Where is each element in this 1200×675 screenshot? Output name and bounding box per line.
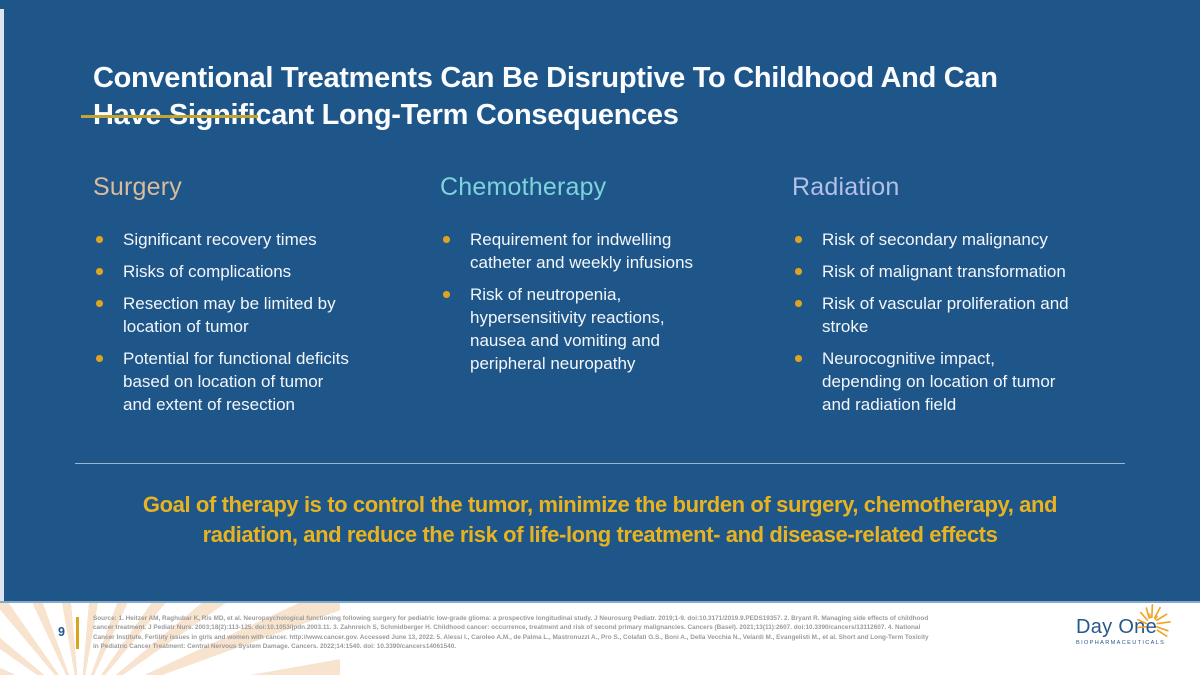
bullet-text: Risk of neutropenia, hypersensitivity re…	[470, 285, 665, 373]
bullet-item: Risks of complications	[93, 260, 413, 283]
source-citation: Source: 1. Heitzer AM, Raghubar K, Ris M…	[93, 615, 929, 651]
column-header-chemotherapy: Chemotherapy	[440, 173, 607, 201]
logo-wordmark: Day One	[1076, 616, 1158, 638]
slide-footer: 9 Source: 1. Heitzer AM, Raghubar K, Ris…	[0, 603, 1200, 675]
page-number-divider-bar	[76, 617, 79, 649]
chemotherapy-bullet-list: Requirement for indwelling catheter and …	[440, 228, 760, 375]
slide-title: Conventional Treatments Can Be Disruptiv…	[93, 62, 998, 132]
bullet-item: Requirement for indwelling catheter and …	[440, 228, 760, 274]
day-one-logo: Day One BIOPHARMACEUTICALS	[1076, 604, 1196, 646]
bullet-text: Risk of vascular proliferation and strok…	[822, 294, 1069, 336]
column-header-surgery: Surgery	[93, 173, 182, 201]
bullet-text: Requirement for indwelling catheter and …	[470, 230, 694, 272]
bullet-text: Potential for functional deficits based …	[123, 349, 349, 414]
bullet-text: Risk of secondary malignancy	[822, 230, 1048, 249]
bullet-item: Significant recovery times	[93, 228, 413, 251]
bullet-item: Potential for functional deficits based …	[93, 347, 413, 416]
goal-statement: Goal of therapy is to control the tumor,…	[142, 492, 1058, 547]
column-chemotherapy: Chemotherapy Requirement for indwelling …	[440, 172, 760, 384]
sunburst-decoration	[0, 603, 340, 675]
bullet-item: Risk of secondary malignancy	[792, 228, 1122, 251]
radiation-bullet-list: Risk of secondary malignancy Risk of mal…	[792, 228, 1122, 416]
bullet-item: Risk of vascular proliferation and strok…	[792, 292, 1122, 338]
title-underline-accent	[81, 115, 258, 118]
bullet-item: Neurocognitive impact, depending on loca…	[792, 347, 1122, 416]
sun-rays-icon	[1137, 604, 1171, 638]
page-number: 9	[58, 625, 65, 639]
section-divider-line	[75, 463, 1125, 464]
surgery-bullet-list: Significant recovery times Risks of comp…	[93, 228, 413, 416]
slide-main-area: Conventional Treatments Can Be Disruptiv…	[0, 0, 1200, 603]
bullet-item: Resection may be limited by location of …	[93, 292, 413, 338]
slide-left-edge	[0, 9, 4, 601]
bullet-text: Significant recovery times	[123, 230, 317, 249]
bullet-item: Risk of malignant transformation	[792, 260, 1122, 283]
bullet-text: Risks of complications	[123, 262, 292, 281]
column-header-radiation: Radiation	[792, 173, 900, 201]
column-radiation: Radiation Risk of secondary malignancy R…	[792, 172, 1122, 425]
bullet-text: Risk of malignant transformation	[822, 262, 1066, 281]
bullet-text: Resection may be limited by location of …	[123, 294, 336, 336]
bullet-item: Risk of neutropenia, hypersensitivity re…	[440, 283, 760, 375]
logo-subtitle: BIOPHARMACEUTICALS	[1076, 639, 1166, 646]
bullet-text: Neurocognitive impact, depending on loca…	[822, 349, 1056, 414]
column-surgery: Surgery Significant recovery times Risks…	[93, 172, 413, 425]
